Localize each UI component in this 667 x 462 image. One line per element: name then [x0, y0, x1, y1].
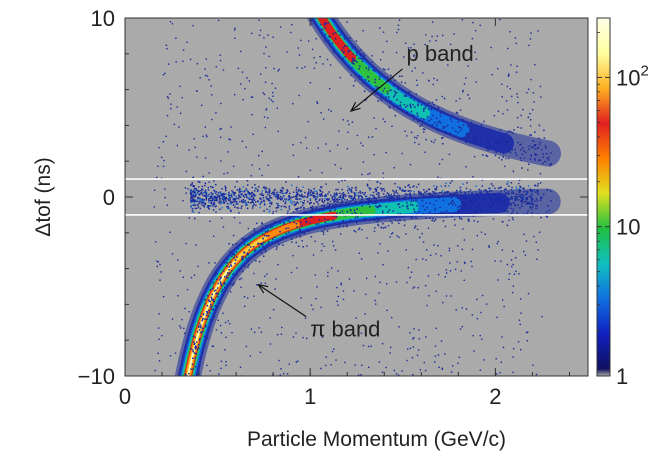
annotation-0: p band: [349, 41, 474, 113]
band-density: [153, 18, 561, 376]
annotation-label: π band: [310, 317, 380, 342]
y-axis-label: Δtof (ns): [32, 157, 55, 236]
annotation-arrow: [350, 68, 403, 112]
band-p: [306, 18, 561, 173]
colorbar-tick-label: 10: [616, 215, 640, 240]
annotation-arrowhead: [349, 101, 361, 113]
x-tick-label: 0: [119, 384, 131, 409]
colorbar: 1 10 102: [596, 17, 649, 389]
y-tick-label: −10: [78, 364, 115, 389]
annotation-label: p band: [407, 41, 474, 66]
x-tick-label: 1: [304, 384, 316, 409]
plot-area: p band π band: [124, 17, 589, 377]
y-axis: −10 0 10: [78, 6, 588, 389]
annotations: p band π band: [257, 41, 474, 342]
x-axis: 0 1 2: [119, 18, 570, 409]
y-tick-label: 0: [103, 185, 115, 210]
annotation-arrow: [258, 284, 307, 318]
colorbar-tick-label: 1: [616, 364, 628, 389]
x-axis-label: Particle Momentum (GeV/c): [247, 428, 506, 451]
annotation-1: π band: [257, 283, 380, 342]
band-pi: [174, 177, 561, 376]
y-tick-label: 10: [91, 6, 115, 31]
x-tick-label: 2: [489, 384, 501, 409]
colorbar-gradient: [596, 17, 611, 377]
cut-lines: [125, 178, 588, 216]
colorbar-tick-label: 102: [616, 62, 649, 90]
annotation-arrowhead: [257, 283, 269, 294]
